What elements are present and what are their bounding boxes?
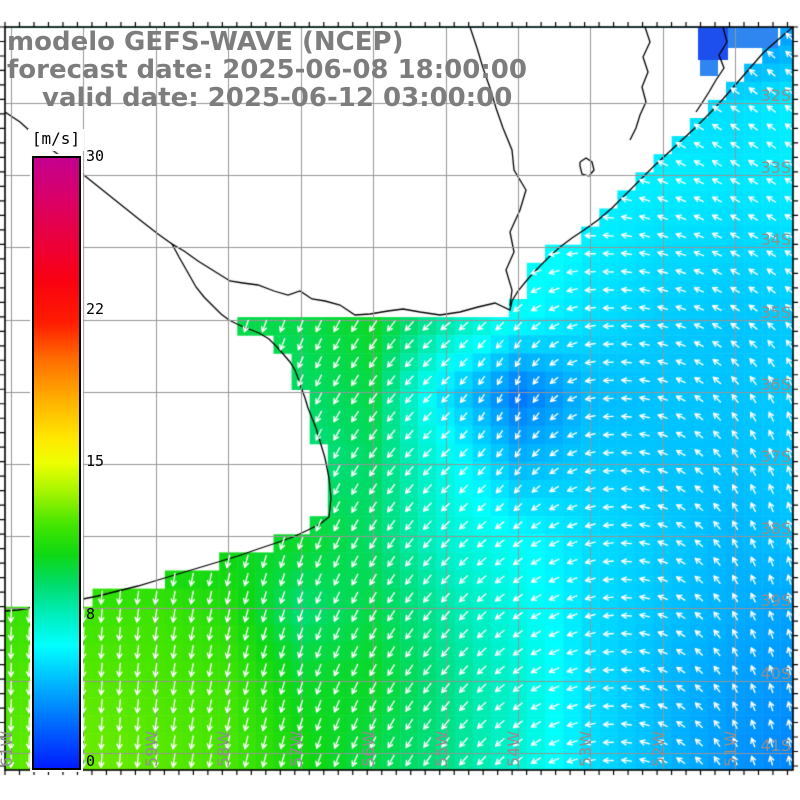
lon-label-59W: 59W: [142, 730, 161, 767]
lon-label-57W: 57W: [287, 730, 306, 767]
lon-label-53W: 53W: [576, 730, 595, 767]
lat-label-37S: 37S: [760, 447, 791, 466]
colorbar-unit-label: [m/s]: [28, 129, 84, 151]
lon-label-61W: 61W: [0, 730, 16, 767]
lat-label-33S: 33S: [760, 158, 791, 177]
lat-label-41S: 41S: [760, 736, 791, 755]
lat-label-40S: 40S: [760, 664, 791, 683]
lat-label-34S: 34S: [760, 230, 791, 249]
colorbar-tick-8: 8: [86, 604, 96, 623]
lon-label-55W: 55W: [432, 730, 451, 767]
lat-label-38S: 38S: [760, 519, 791, 538]
colorbar: [30, 154, 83, 772]
lat-label-39S: 39S: [760, 591, 791, 610]
colorbar-tick-22: 22: [86, 299, 105, 318]
lon-label-58W: 58W: [214, 730, 233, 767]
lon-label-51W: 51W: [721, 730, 740, 767]
colorbar-tick-0: 0: [86, 752, 96, 770]
colorbar-tick-30: 30: [86, 147, 105, 165]
lat-label-36S: 36S: [760, 375, 791, 394]
lat-label-35S: 35S: [760, 303, 791, 322]
forecast-date-line: forecast date: 2025-06-08 18:00:00: [7, 55, 527, 85]
model-title: modelo GEFS-WAVE (NCEP): [7, 27, 404, 57]
lon-label-54W: 54W: [504, 730, 523, 767]
valid-date-line: valid date: 2025-06-12 03:00:00: [42, 83, 513, 113]
lat-label-32S: 32S: [760, 86, 791, 105]
lon-label-52W: 52W: [649, 730, 668, 767]
colorbar-tick-15: 15: [86, 452, 105, 470]
lon-label-56W: 56W: [359, 730, 378, 767]
